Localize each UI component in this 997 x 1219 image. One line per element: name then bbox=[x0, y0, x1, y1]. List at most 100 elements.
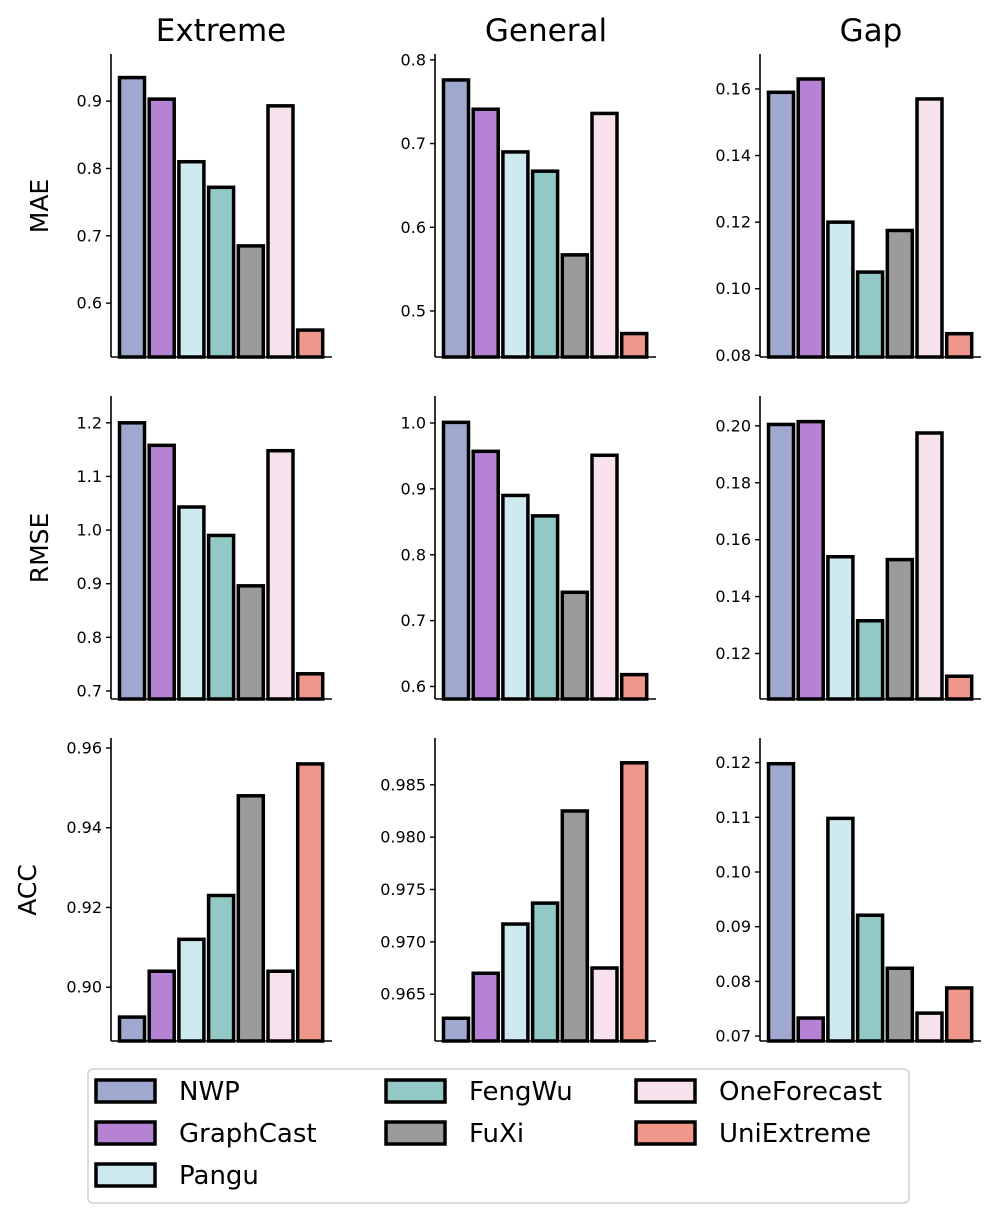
y-tick-label-mae-general: 0.8 bbox=[401, 50, 426, 69]
y-tick-label-rmse-extreme: 0.7 bbox=[77, 681, 102, 700]
legend: NWP GraphCast Pangu FengWu FuXi OneForecast Un… bbox=[87, 1068, 910, 1204]
y-tick-label-mae-extreme: 0.7 bbox=[77, 226, 102, 245]
y-tick-label-acc-extreme: 0.92 bbox=[66, 898, 102, 917]
y-tick-label-rmse-extreme: 1.1 bbox=[77, 467, 102, 486]
y-tick-label-rmse-extreme: 1.0 bbox=[77, 521, 102, 540]
bar-rmse-general-nwp bbox=[441, 420, 471, 701]
legend-swatch-nwp bbox=[94, 1078, 157, 1104]
bar-mae-gap-pangu bbox=[826, 220, 855, 359]
legend-frame bbox=[87, 1068, 910, 1204]
bar-acc-extreme-nwp bbox=[117, 1015, 147, 1043]
legend-item-oneforecast: OneForecast bbox=[634, 1077, 882, 1107]
legend-swatch-fengwu bbox=[384, 1078, 447, 1104]
panel-rmse-gap: 0.12 0.14 0.16 0.18 0.20 bbox=[715, 396, 981, 701]
bar-mae-gap-graphcast bbox=[796, 77, 825, 359]
legend-swatch-fuxi bbox=[384, 1120, 447, 1146]
bar-mae-general-fuxi bbox=[560, 253, 590, 359]
bar-acc-gap-graphcast bbox=[796, 1016, 825, 1043]
legend-label-graphcast: GraphCast bbox=[179, 1119, 317, 1149]
bar-mae-general-nwp bbox=[441, 78, 471, 359]
y-tick-label-mae-gap: 0.10 bbox=[715, 279, 751, 298]
y-tick-label-rmse-general: 0.9 bbox=[401, 479, 426, 498]
row-label-mae: MAE bbox=[25, 179, 54, 233]
legend-swatch-uniextreme bbox=[634, 1120, 697, 1146]
bar-mae-extreme-uniextreme bbox=[295, 328, 325, 359]
bar-rmse-extreme-nwp bbox=[117, 421, 147, 701]
bar-acc-gap-fengwu bbox=[855, 913, 885, 1043]
bar-mae-general-oneforecast bbox=[590, 111, 619, 359]
bar-acc-general-oneforecast bbox=[590, 966, 619, 1043]
y-tick-label-acc-gap: 0.10 bbox=[715, 863, 751, 882]
legend-items: NWP GraphCast Pangu FengWu FuXi OneForecast Un… bbox=[94, 1077, 882, 1191]
bar-mae-extreme-fuxi bbox=[236, 244, 266, 359]
bar-acc-general-pangu bbox=[501, 922, 530, 1043]
bar-acc-extreme-graphcast bbox=[147, 969, 176, 1043]
legend-item-fuxi: FuXi bbox=[384, 1119, 524, 1149]
y-tick-label-mae-gap: 0.12 bbox=[715, 213, 751, 232]
bar-mae-extreme-fengwu bbox=[206, 185, 236, 359]
bar-rmse-gap-fuxi bbox=[885, 557, 915, 701]
legend-label-oneforecast: OneForecast bbox=[719, 1077, 882, 1107]
bar-rmse-gap-uniextreme bbox=[944, 674, 974, 701]
bar-mae-gap-nwp bbox=[766, 90, 796, 359]
bar-acc-gap-nwp bbox=[766, 761, 796, 1043]
bar-rmse-extreme-fuxi bbox=[236, 584, 266, 701]
legend-swatch-graphcast bbox=[94, 1120, 157, 1146]
bar-rmse-general-oneforecast bbox=[590, 453, 619, 701]
legend-label-fuxi: FuXi bbox=[469, 1119, 524, 1149]
y-tick-label-mae-general: 0.5 bbox=[401, 301, 426, 320]
bar-rmse-extreme-pangu bbox=[177, 505, 206, 701]
y-tick-label-mae-gap: 0.08 bbox=[715, 346, 751, 365]
bar-rmse-general-uniextreme bbox=[619, 672, 649, 701]
y-tick-label-acc-gap: 0.07 bbox=[715, 1027, 751, 1046]
bar-acc-general-nwp bbox=[441, 1016, 471, 1043]
panel-mae-extreme: 0.6 0.7 0.8 0.9 bbox=[77, 54, 332, 359]
legend-item-uniextreme: UniExtreme bbox=[634, 1119, 871, 1149]
bar-acc-gap-fuxi bbox=[885, 966, 915, 1043]
bar-acc-general-graphcast bbox=[471, 971, 500, 1043]
bar-rmse-gap-pangu bbox=[826, 555, 855, 701]
y-tick-label-acc-general: 0.970 bbox=[380, 932, 426, 951]
bar-acc-extreme-pangu bbox=[177, 937, 206, 1043]
column-title-general: General bbox=[485, 13, 607, 49]
panel-acc-extreme: 0.90 0.92 0.94 0.96 bbox=[66, 738, 332, 1043]
bar-mae-general-graphcast bbox=[471, 107, 500, 359]
bar-mae-extreme-oneforecast bbox=[266, 104, 295, 359]
panel-rmse-extreme: 0.7 0.8 0.9 1.0 1.1 1.2 bbox=[77, 396, 332, 701]
legend-item-graphcast: GraphCast bbox=[94, 1119, 317, 1149]
bar-mae-extreme-graphcast bbox=[147, 97, 176, 359]
bar-acc-gap-uniextreme bbox=[944, 986, 974, 1043]
y-tick-label-rmse-general: 0.6 bbox=[401, 677, 426, 696]
y-tick-label-rmse-extreme: 0.8 bbox=[77, 628, 102, 647]
bar-mae-gap-fuxi bbox=[885, 228, 915, 359]
y-tick-label-acc-general: 0.965 bbox=[380, 985, 426, 1004]
bar-rmse-general-pangu bbox=[501, 493, 530, 701]
bar-mae-extreme-nwp bbox=[117, 75, 147, 359]
panel-rmse-general: 0.6 0.7 0.8 0.9 1.0 bbox=[401, 396, 656, 701]
y-tick-label-acc-extreme: 0.90 bbox=[66, 978, 102, 997]
bar-acc-extreme-oneforecast bbox=[266, 969, 295, 1043]
column-title-gap: Gap bbox=[840, 13, 903, 49]
y-tick-label-mae-extreme: 0.8 bbox=[77, 159, 102, 178]
bar-acc-general-fuxi bbox=[560, 809, 590, 1043]
y-tick-label-acc-general: 0.980 bbox=[380, 828, 426, 847]
bar-rmse-extreme-uniextreme bbox=[295, 672, 325, 701]
bar-rmse-extreme-fengwu bbox=[206, 533, 236, 701]
y-tick-label-rmse-gap: 0.14 bbox=[715, 587, 751, 606]
y-tick-label-acc-gap: 0.11 bbox=[715, 808, 751, 827]
y-tick-label-rmse-gap: 0.18 bbox=[715, 473, 751, 492]
bar-mae-general-fengwu bbox=[530, 169, 560, 359]
bar-rmse-general-fengwu bbox=[530, 514, 560, 701]
bar-acc-extreme-fuxi bbox=[236, 794, 266, 1043]
legend-item-fengwu: FengWu bbox=[384, 1077, 573, 1107]
panel-acc-gap: 0.07 0.08 0.09 0.10 0.11 0.12 bbox=[715, 738, 981, 1046]
panel-mae-gap: 0.08 0.10 0.12 0.14 0.16 bbox=[715, 54, 981, 365]
legend-label-nwp: NWP bbox=[179, 1077, 240, 1107]
panel-mae-general: 0.5 0.6 0.7 0.8 bbox=[401, 50, 656, 359]
legend-label-pangu: Pangu bbox=[179, 1161, 259, 1191]
bar-acc-gap-pangu bbox=[826, 816, 855, 1043]
bar-mae-gap-fengwu bbox=[855, 270, 885, 359]
y-tick-label-acc-gap: 0.08 bbox=[715, 972, 751, 991]
bar-rmse-extreme-oneforecast bbox=[266, 448, 295, 701]
